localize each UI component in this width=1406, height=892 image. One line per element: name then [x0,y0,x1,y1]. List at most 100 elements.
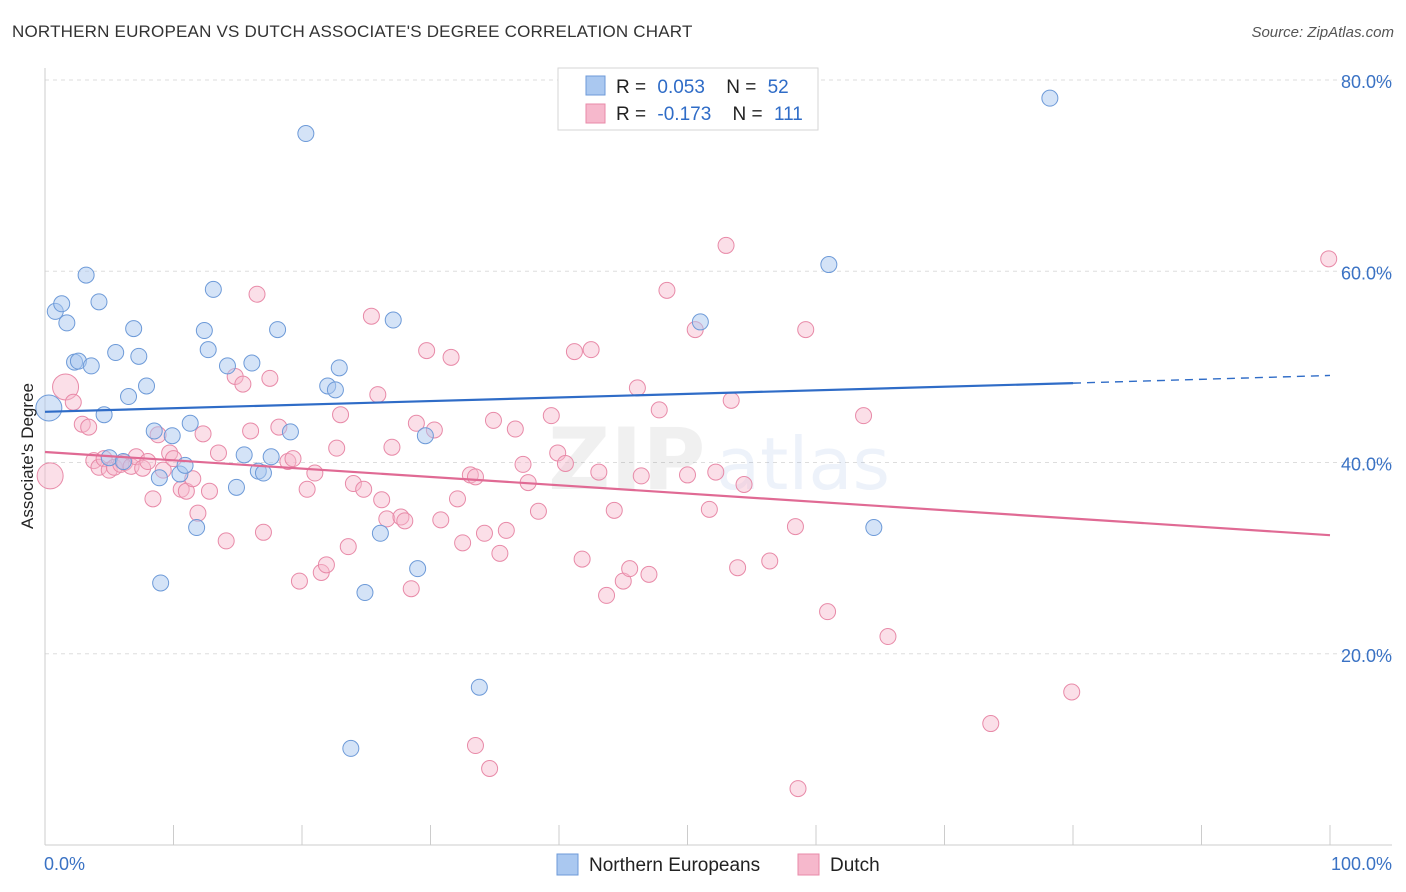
chart-title: NORTHERN EUROPEAN VS DUTCH ASSOCIATE'S D… [12,22,693,41]
dutch-point [1320,250,1338,268]
dutch-point [879,628,897,646]
dutch-point [506,420,524,438]
dutch-point [497,521,515,539]
northern-european-point [262,448,280,466]
stats-r-label-2: R = [616,104,646,125]
dutch-point [80,418,98,436]
dutch-point [735,475,753,493]
dutch-point [761,552,779,570]
axes: 20.0% 40.0% 60.0% 80.0% 0.0% 100.0% [44,68,1392,874]
dutch-point [355,480,373,498]
dutch-point [797,321,815,339]
dutch-point [284,450,302,468]
dutch-point [650,401,668,419]
dutch-point [556,454,574,472]
stats-n-value-1: 52 [768,77,789,98]
dutch-point [786,518,804,536]
dutch-point [298,480,316,498]
source-label: Source: ZipAtlas.com [1251,24,1394,41]
northern-european-point [235,446,253,464]
northern-european-point [409,560,427,578]
dutch-point [1063,683,1081,701]
dutch-point [632,467,650,485]
northern-european-point [820,256,838,274]
northern-european-point [130,347,148,365]
dutch-point [261,369,279,387]
dutch-point [466,468,484,486]
northern-european-point [384,311,402,329]
svg-text:R = 0.053 N =: R = 0.053 N = 52 [616,77,789,98]
stats-legend: R = 0.053 N = 52 R = -0.173 N = 111 [557,67,819,131]
dutch-point [396,512,414,530]
dutch-point [254,523,272,541]
dutch-point [200,482,218,500]
y-axis-label: Associate's Degree [18,383,37,529]
dutch-point [378,510,396,528]
dutch-point [306,464,324,482]
northern-european-points [35,89,1059,757]
stats-r-label-1: R = [616,77,646,98]
dutch-point [369,386,387,404]
northern-european-point [53,295,71,313]
svg-text:R = -0.173 N =: R = -0.173 N = 111 [616,104,803,125]
northern-european-point [82,357,100,375]
watermark-atlas: atlas [716,422,890,506]
dutch-point [402,580,420,598]
dutch-point [640,565,658,583]
dutch-point [328,439,346,457]
dutch-point [407,414,425,432]
dutch-point [242,422,260,440]
dutch-point [279,453,297,471]
dutch-point [679,466,696,484]
dutch-point [234,375,252,393]
northern-european-point [371,524,389,542]
northern-european-point [77,266,95,284]
dutch-point [717,236,735,254]
dutch-point [565,343,583,361]
northern-european-point [120,388,138,406]
dutch-point [36,462,64,490]
dutch-point [658,281,676,299]
dutch-point [139,453,157,471]
dutch-point [707,463,725,481]
northern-european-point [297,125,315,143]
northern-european-point [691,313,709,331]
dutch-point [418,342,436,360]
dutch-point [344,475,362,493]
dutch-point [582,341,600,359]
dutch-point [598,586,616,604]
dutch-point [789,780,807,798]
northern-european-point [330,359,348,377]
stats-swatch-pink [585,103,606,124]
northern-european-point [227,478,245,496]
legend-swatch-northern-europeans [556,853,579,876]
northern-european-point [1041,89,1059,107]
stats-swatch-blue [585,75,606,96]
y-tick-label-60: 60.0% [1341,263,1392,283]
dutch-point [144,490,162,508]
series-legend: Northern Europeans Dutch [556,853,880,876]
dutch-point [373,491,391,509]
legend-swatch-dutch [797,853,820,876]
northern-european-point [181,414,199,432]
dutch-point [194,425,212,443]
dutch-point [448,490,466,508]
northern-european-point [326,381,344,399]
dutch-point [290,572,308,590]
northern-european-point [470,678,488,696]
northern-european-point [107,344,125,362]
dutch-point [573,550,591,568]
trend-lines [44,374,1331,537]
northern-european-point [138,377,156,395]
dutch-point [700,500,718,518]
dutch-point [475,524,493,542]
dutch-point [491,544,509,562]
northern-european-point [218,357,236,375]
northern-european-point [163,427,181,445]
dutch-point [529,502,547,520]
northern-european-point [58,314,76,332]
northern-european-point [100,449,118,467]
dutch-point [332,406,350,424]
northern-european-point [269,321,287,339]
